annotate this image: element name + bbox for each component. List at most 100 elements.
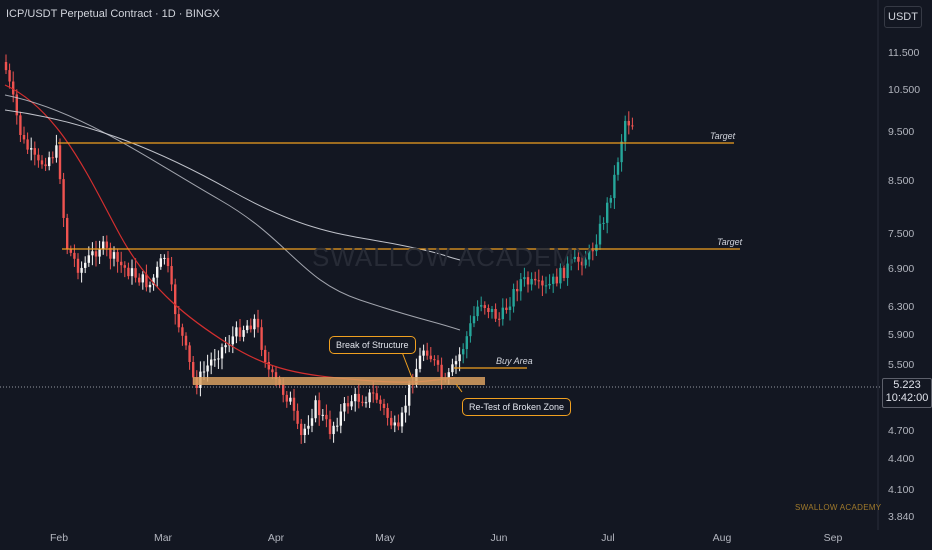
candle-body [519, 279, 522, 292]
bos-pointer [401, 351, 413, 379]
candle-body [51, 157, 54, 159]
candle-body [224, 345, 227, 348]
candle-body [512, 289, 515, 307]
candle-body [426, 350, 429, 356]
candle-body [112, 252, 116, 259]
y-tick: 4.700 [888, 425, 915, 437]
candle-body [440, 364, 443, 379]
retest-label: Re-Test of Broken Zone [462, 398, 572, 416]
candle-body [292, 397, 296, 411]
candle-body [138, 277, 141, 283]
candle-body [271, 369, 274, 373]
candle-body [33, 148, 36, 155]
candle-body [537, 280, 540, 282]
candle-body [454, 361, 458, 365]
candle-body [508, 306, 512, 311]
candle-body [559, 267, 562, 284]
x-tick: Apr [267, 532, 285, 544]
candle-body [66, 217, 69, 250]
candle-body [548, 283, 551, 286]
y-tick: 9.500 [888, 126, 915, 138]
candle-body [404, 405, 407, 413]
break-of-structure-label: Break of Structure [329, 336, 416, 354]
candle-body [494, 308, 497, 319]
candle-body [577, 256, 580, 262]
x-tick: Feb [49, 532, 69, 544]
candle-body [181, 327, 184, 336]
candle-body [238, 327, 242, 337]
candle-body [48, 157, 51, 167]
candle-body [346, 403, 350, 407]
candle-body [458, 354, 461, 362]
candle-body [393, 422, 396, 426]
x-tick: Sep [823, 532, 843, 544]
candle-body [328, 419, 332, 435]
candle-body [588, 250, 591, 260]
candle-body [30, 148, 33, 150]
candle-body [123, 265, 126, 268]
candle-body [84, 262, 87, 268]
y-tick: 7.500 [888, 228, 915, 240]
candle-body [188, 345, 191, 363]
candle-body [206, 365, 209, 372]
candle-body [580, 261, 584, 266]
candle-body [595, 244, 598, 252]
watermark: SWALLOW ACADEMY [312, 242, 594, 272]
x-tick: May [375, 532, 395, 544]
candle-body [364, 402, 368, 404]
target-upper-label: Target [710, 131, 736, 141]
candle-body [98, 248, 101, 257]
candle-body [321, 414, 324, 416]
candle-body [602, 222, 605, 224]
symbol-title[interactable]: ICP/USDT Perpetual Contract · 1D · BINGX [6, 8, 220, 20]
candle-body [116, 252, 119, 262]
candle-body [591, 250, 594, 252]
candle-body [159, 258, 162, 267]
x-tick: Aug [712, 532, 732, 544]
y-tick: 11.500 [888, 47, 920, 59]
candle-body [523, 277, 526, 280]
candle-body [375, 393, 378, 400]
candle-body [357, 393, 360, 402]
candle-body [249, 325, 252, 330]
retest-pointer [455, 383, 463, 393]
candle-body [26, 139, 29, 150]
candle-body [498, 318, 501, 320]
currency-button[interactable]: USDT [884, 6, 922, 28]
candle-body [573, 256, 576, 260]
y-tick: 6.900 [888, 263, 915, 275]
candle-body [552, 276, 555, 284]
candle-body [400, 412, 404, 427]
candle-body [80, 267, 83, 273]
candle-body [210, 359, 213, 366]
candle-body [127, 267, 130, 277]
candle-body [8, 70, 11, 82]
candle-body [220, 347, 224, 359]
candle-body [343, 403, 346, 412]
candle-body [462, 349, 465, 355]
candle-body [174, 284, 177, 315]
y-tick: 6.300 [888, 301, 915, 313]
candle-body [354, 393, 357, 402]
candle-body [382, 403, 386, 408]
candle-body [231, 336, 234, 345]
candle-body [624, 120, 627, 142]
candle-body [530, 278, 533, 285]
candle-body [166, 257, 170, 267]
candle-body [627, 120, 630, 126]
candle-body [134, 268, 137, 278]
candle-body [386, 407, 389, 418]
candle-body [314, 400, 317, 419]
candle-body [260, 327, 263, 350]
candle-body [235, 327, 238, 337]
y-tick: 5.500 [888, 359, 915, 371]
candle-body [202, 371, 206, 373]
candle-body [296, 410, 299, 424]
candle-body [613, 174, 616, 199]
candle-body [12, 81, 15, 95]
candle-body [534, 278, 537, 281]
candle-body [490, 308, 494, 312]
candle-body [130, 268, 134, 277]
candle-body [213, 359, 216, 361]
